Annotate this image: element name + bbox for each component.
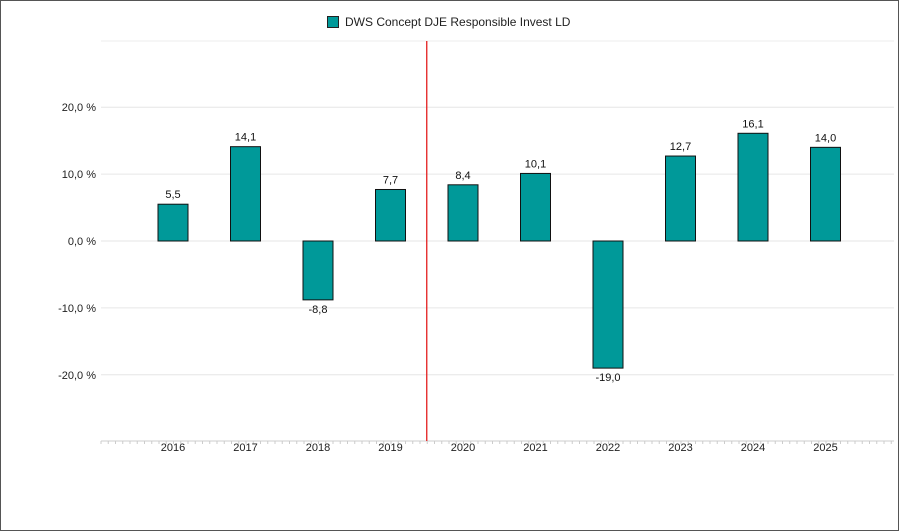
bar-value-label: 10,1 (525, 158, 546, 170)
bar (737, 132, 769, 242)
x-tick-label: 2020 (451, 442, 475, 454)
bar-value-label: 14,1 (235, 132, 256, 144)
bar-value-label: 8,4 (455, 170, 470, 182)
bar (520, 172, 551, 242)
x-tick-label: 2021 (523, 442, 547, 454)
x-tick-label: 2022 (596, 442, 620, 454)
x-tick-label: 2023 (668, 442, 692, 454)
bar (375, 188, 406, 242)
x-tick-label: 2024 (741, 442, 765, 454)
bar-value-label: 12,7 (670, 141, 691, 153)
bar (230, 146, 261, 242)
x-tick-label: 2025 (813, 442, 837, 454)
x-tick-label: 2019 (378, 442, 402, 454)
bar-value-label: 16,1 (742, 118, 763, 130)
y-tick-label: -20,0 % (58, 370, 96, 382)
bar-value-label: 7,7 (383, 174, 398, 186)
bar (447, 184, 479, 242)
bar (810, 146, 841, 242)
bar (665, 155, 696, 242)
legend: DWS Concept DJE Responsible Invest LD (327, 15, 570, 29)
x-tick-label: 2018 (306, 442, 330, 454)
y-tick-label: 10,0 % (62, 169, 96, 181)
bar-value-label: 5,5 (165, 189, 180, 201)
x-tick-label: 2016 (161, 442, 185, 454)
bar (592, 240, 624, 369)
y-tick-label: -10,0 % (58, 303, 96, 315)
bar (302, 240, 334, 301)
bar-value-label: -19,0 (595, 372, 620, 384)
x-tick-label: 2017 (233, 442, 257, 454)
bar (157, 203, 189, 242)
y-tick-label: 20,0 % (62, 102, 96, 114)
legend-swatch (327, 16, 339, 28)
legend-label: DWS Concept DJE Responsible Invest LD (345, 15, 571, 29)
bar-value-label: -8,8 (309, 304, 328, 316)
bar-value-label: 14,0 (815, 132, 836, 144)
y-tick-label: 0,0 % (68, 236, 96, 248)
